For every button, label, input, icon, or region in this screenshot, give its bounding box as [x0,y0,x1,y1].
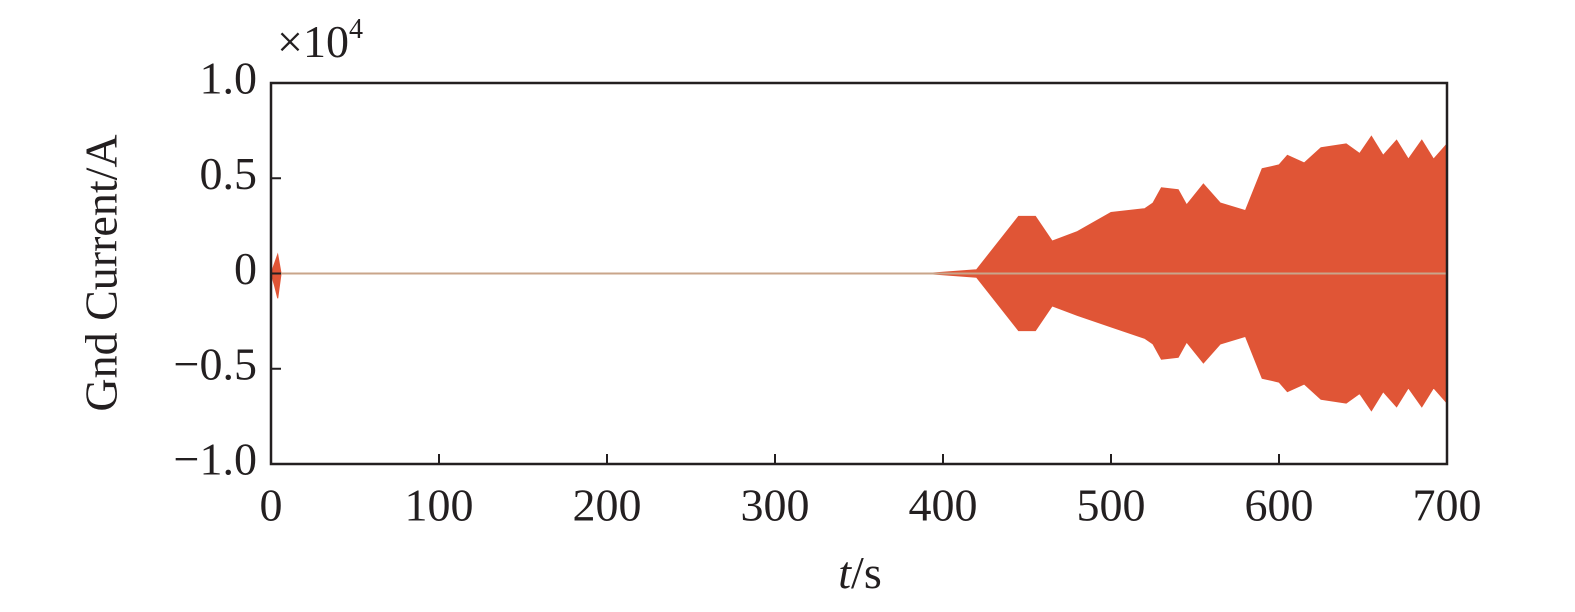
x-tick-label: 200 [573,480,642,531]
y-axis-label: Gnd Current/A [76,134,127,411]
multiplier-exponent: 4 [349,14,363,45]
area [270,273,1448,412]
y-tick-label: −0.5 [174,338,257,389]
x-axis-label: t/s [838,547,881,598]
multiplier-base: ×10 [277,16,349,67]
x-tick-label: 700 [1413,480,1482,531]
x-label-variable: t [838,547,852,598]
y-tick-label: 0 [234,243,257,294]
x-tick-label: 0 [260,480,283,531]
y-tick-label: 0.5 [200,148,258,199]
x-tick-label: 500 [1077,480,1146,531]
x-tick-label: 100 [405,480,474,531]
x-tick-label: 600 [1245,480,1314,531]
x-tick-label: 400 [909,480,978,531]
y-tick-label: −1.0 [174,434,257,485]
x-label-unit: /s [851,547,882,598]
area [270,135,1448,274]
y-tick-label: 1.0 [200,53,258,104]
y-multiplier: ×104 [277,14,363,66]
x-tick-label: 300 [741,480,810,531]
